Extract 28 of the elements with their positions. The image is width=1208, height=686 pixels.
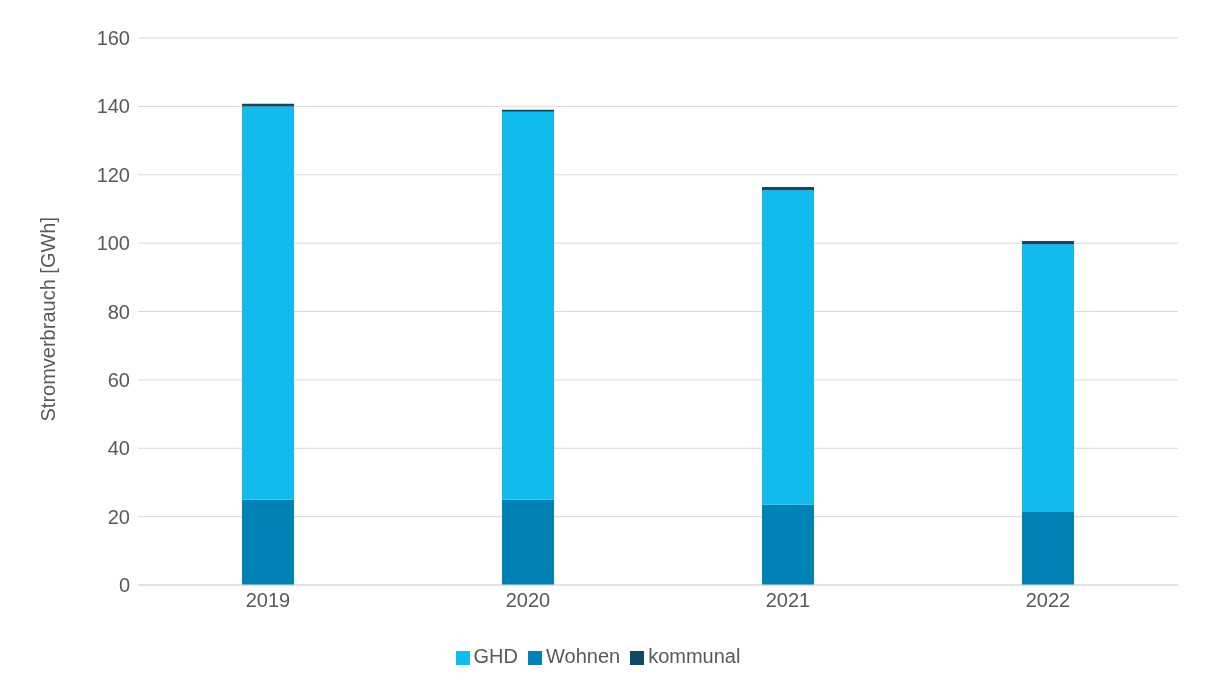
bar: [762, 187, 814, 191]
bar: [502, 111, 554, 500]
bar: [242, 499, 294, 585]
bar: [1022, 241, 1074, 245]
y-tick-label: 80: [107, 300, 130, 323]
y-tick-label: 160: [96, 27, 130, 50]
y-tick-label: 0: [118, 574, 130, 597]
x-tick-label: 2020: [505, 589, 551, 612]
bar: [502, 499, 554, 585]
y-tick-label: 20: [107, 505, 130, 528]
y-tick-label: 60: [107, 368, 130, 391]
legend-label: GHD: [473, 645, 519, 667]
x-tick-label: 2022: [1025, 589, 1071, 612]
y-axis-title: Stromverbrauch [GWh]: [37, 216, 60, 422]
bar: [762, 190, 814, 505]
y-tick-label: 100: [96, 232, 130, 255]
bar: [1022, 511, 1074, 585]
bar: [1022, 244, 1074, 512]
bar: [242, 106, 294, 500]
x-tick-label: 2019: [245, 589, 291, 612]
y-tick-label: 120: [96, 163, 130, 186]
y-tick-label: 140: [96, 95, 130, 118]
y-tick-label: 40: [107, 437, 130, 460]
legend-label: Wohnen: [546, 645, 621, 667]
legend-label: kommunal: [648, 645, 741, 667]
bar: [762, 504, 814, 585]
bar: [502, 109, 554, 112]
x-tick-label: 2021: [765, 589, 811, 612]
